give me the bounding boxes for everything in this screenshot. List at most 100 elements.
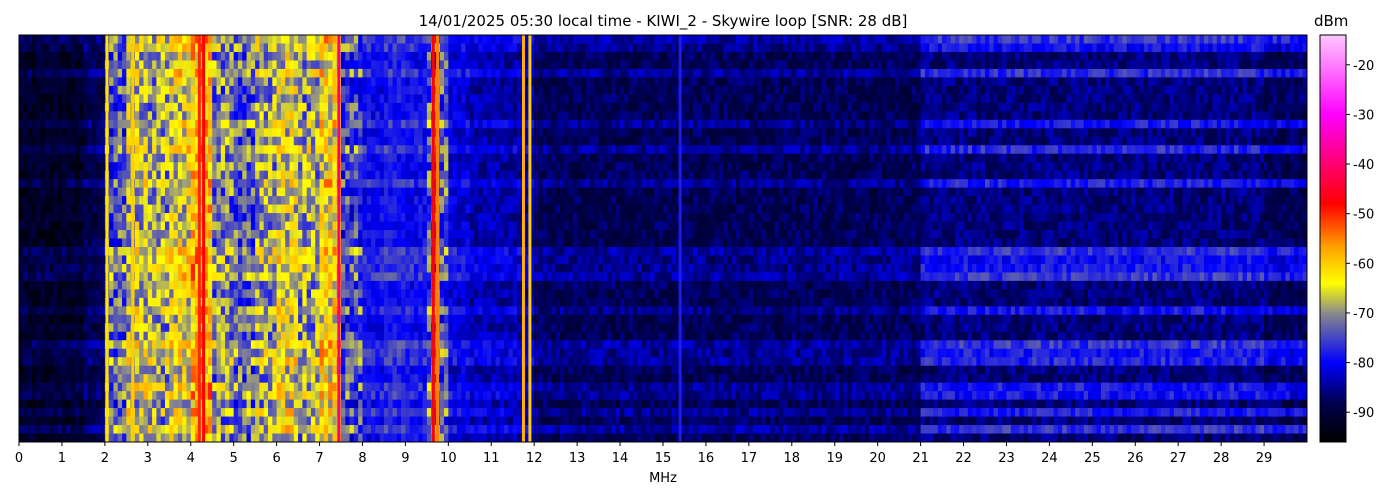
heatmap-cell xyxy=(371,35,376,44)
heatmap-cell xyxy=(263,153,269,163)
heatmap-cell xyxy=(156,374,162,384)
heatmap-cell xyxy=(27,238,33,248)
heatmap-cell xyxy=(353,348,359,358)
heatmap-cell xyxy=(328,365,333,375)
heatmap-cell xyxy=(255,77,260,87)
heatmap-cell xyxy=(186,196,192,205)
heatmap-cell xyxy=(362,306,368,316)
heatmap-cell xyxy=(323,179,329,189)
heatmap-cell xyxy=(448,255,454,265)
heatmap-cell xyxy=(341,272,346,282)
heatmap-cell xyxy=(31,365,37,375)
heatmap-cell xyxy=(237,77,243,87)
heatmap-cell xyxy=(173,213,179,222)
heatmap-cell xyxy=(345,179,350,189)
heatmap-cell xyxy=(160,119,166,129)
heatmap-cell xyxy=(182,348,187,358)
heatmap-cell xyxy=(268,153,273,163)
heatmap-cell xyxy=(452,196,458,205)
heatmap-cell xyxy=(242,399,247,409)
heatmap-cell xyxy=(302,340,308,350)
heatmap-cell xyxy=(426,297,432,307)
heatmap-cell xyxy=(160,68,166,78)
heatmap-cell xyxy=(319,289,325,299)
heatmap-cell xyxy=(319,162,325,172)
heatmap-cell xyxy=(379,85,385,95)
heatmap-cell xyxy=(405,136,411,146)
heatmap-cell xyxy=(66,297,71,307)
heatmap-cell xyxy=(405,170,411,180)
heatmap-cell xyxy=(164,153,170,163)
heatmap-cell xyxy=(349,136,355,146)
heatmap-cell xyxy=(156,391,162,401)
heatmap-cell xyxy=(199,382,205,392)
heatmap-cell xyxy=(27,170,33,180)
heatmap-cell xyxy=(366,425,372,434)
heatmap-cell xyxy=(255,391,260,401)
heatmap-cell xyxy=(371,145,376,155)
heatmap-cell xyxy=(362,297,368,307)
heatmap-cell xyxy=(310,230,316,239)
heatmap-cell xyxy=(190,68,196,78)
heatmap-cell xyxy=(53,94,59,104)
heatmap-cell xyxy=(272,382,277,392)
heatmap-cell xyxy=(405,94,411,104)
heatmap-cell xyxy=(182,306,187,316)
heatmap-cell xyxy=(147,51,153,61)
heatmap-cell xyxy=(134,204,140,214)
heatmap-cell xyxy=(375,51,381,61)
heatmap-cell xyxy=(61,179,67,189)
heatmap-cell xyxy=(259,314,265,324)
heatmap-cell xyxy=(362,289,368,299)
heatmap-cell xyxy=(19,433,24,443)
heatmap-cell xyxy=(409,323,415,333)
heatmap-cell xyxy=(332,51,338,61)
heatmap-cell xyxy=(126,272,132,282)
heatmap-cell xyxy=(323,136,329,146)
heatmap-cell xyxy=(237,399,243,409)
heatmap-cell xyxy=(242,35,247,44)
heatmap-cell xyxy=(285,408,290,417)
heatmap-cell xyxy=(49,382,54,392)
heatmap-cell xyxy=(439,153,445,163)
heatmap-cell xyxy=(448,399,454,409)
heatmap-cell xyxy=(401,314,406,324)
heatmap-cell xyxy=(182,238,187,248)
heatmap-cell xyxy=(422,230,428,239)
heatmap-cell xyxy=(302,272,308,282)
heatmap-cell xyxy=(413,85,419,95)
heatmap-cell xyxy=(229,331,235,341)
heatmap-cell xyxy=(126,297,132,307)
heatmap-cell xyxy=(298,255,303,265)
heatmap-cell xyxy=(285,119,290,129)
heatmap-cell xyxy=(362,323,368,333)
heatmap-cell xyxy=(147,128,153,138)
heatmap-cell xyxy=(263,289,269,299)
heatmap-cell xyxy=(96,433,101,443)
heatmap-cell xyxy=(310,280,316,290)
heatmap-cell xyxy=(66,43,71,53)
heatmap-cell xyxy=(448,391,454,401)
heatmap-cell xyxy=(366,382,372,392)
heatmap-cell xyxy=(383,153,389,163)
heatmap-cell xyxy=(422,213,428,222)
heatmap-cell xyxy=(49,238,54,248)
heatmap-cell xyxy=(66,433,71,443)
heatmap-cell xyxy=(134,391,140,401)
heatmap-cell xyxy=(139,128,144,138)
heatmap-cell xyxy=(328,289,333,299)
heatmap-cell xyxy=(152,204,157,214)
heatmap-cell xyxy=(190,102,196,112)
heatmap-cell xyxy=(225,60,230,70)
heatmap-cell xyxy=(143,77,149,87)
heatmap-cell xyxy=(289,357,295,367)
heatmap-cell xyxy=(349,399,355,409)
heatmap-cell xyxy=(444,348,449,358)
heatmap-cell xyxy=(298,238,303,248)
heatmap-cell xyxy=(293,204,299,214)
heatmap-cell xyxy=(216,128,222,138)
heatmap-cell xyxy=(401,196,406,205)
heatmap-cell xyxy=(255,246,260,256)
heatmap-cell xyxy=(366,230,372,239)
heatmap-cell xyxy=(126,331,132,341)
